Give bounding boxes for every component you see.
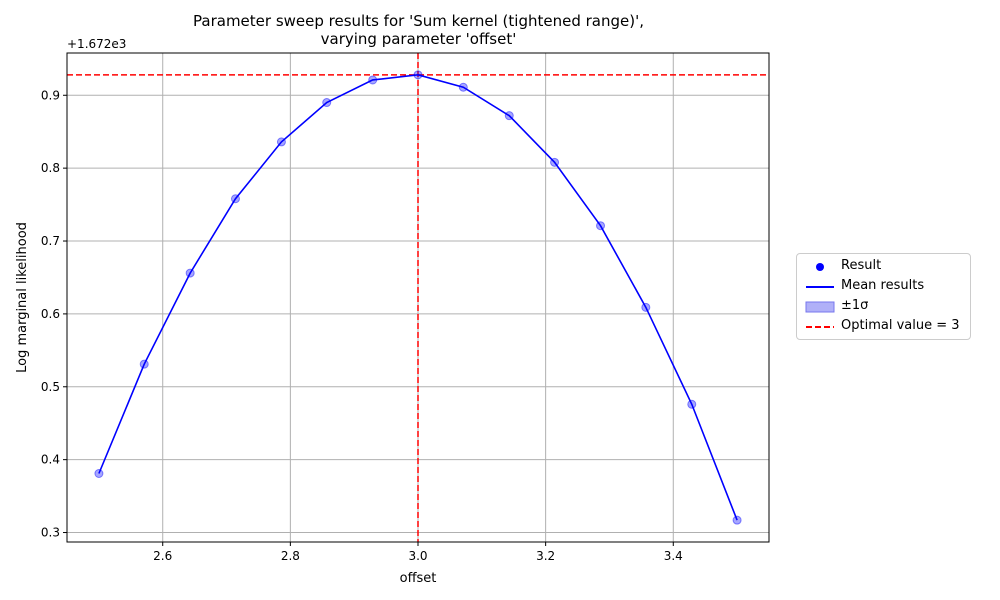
chart-title-line-1: Parameter sweep results for 'Sum kernel … (193, 12, 644, 30)
result-point (732, 515, 742, 525)
result-point (550, 157, 560, 167)
result-point (687, 399, 697, 409)
result-point (276, 137, 286, 147)
optimal-reference-lines (67, 53, 769, 542)
legend-marker-dot (816, 263, 824, 271)
x-tick-label: 3.4 (664, 549, 683, 563)
legend-item-result: Result (797, 257, 970, 277)
legend-marker-line (806, 286, 834, 288)
y-tick-label: 0.5 (41, 380, 60, 394)
x-tick-label: 3.0 (408, 549, 427, 563)
result-point (185, 268, 195, 278)
result-point (368, 75, 378, 85)
legend-label-band: ±1σ (841, 298, 869, 313)
result-point (230, 194, 240, 204)
legend-label-result: Result (841, 258, 882, 273)
series-layer (94, 70, 742, 525)
result-point (596, 221, 606, 231)
legend: Result Mean results ±1σ Optimal value = … (796, 253, 971, 340)
result-point (94, 468, 104, 478)
result-point (139, 359, 149, 369)
legend-item-optimal: Optimal value = 3 (797, 317, 970, 337)
y-axis-offset-label: +1.672e3 (67, 37, 126, 51)
y-axis-label: Log marginal likelihood (15, 222, 30, 373)
chart-title: Parameter sweep results for 'Sum kernel … (68, 12, 769, 48)
x-axis-label: offset (400, 571, 437, 586)
legend-marker-dashed (806, 326, 834, 328)
x-tick-label: 3.2 (536, 549, 555, 563)
legend-label-mean: Mean results (841, 278, 925, 293)
result-point (641, 302, 651, 312)
y-tick-label: 0.6 (41, 307, 60, 321)
y-tick-label: 0.9 (41, 88, 60, 102)
result-point (413, 70, 423, 80)
y-tick-label: 0.7 (41, 234, 60, 248)
x-tick-label: 2.8 (281, 549, 300, 563)
x-tick-label: 2.6 (153, 549, 172, 563)
mean-results-line (98, 74, 738, 521)
result-point (322, 98, 332, 108)
result-point (458, 82, 468, 92)
axis-ticks: 2.6 2.8 3.0 3.2 3.4 0.3 0.4 0.5 0.6 0.7 0.8 0.9 (41, 88, 683, 563)
result-point (504, 111, 514, 121)
grid-lines (67, 53, 769, 542)
y-tick-label: 0.8 (41, 161, 60, 175)
y-tick-label: 0.3 (41, 526, 60, 540)
legend-item-band: ±1σ (797, 297, 970, 317)
legend-label-optimal: Optimal value = 3 (841, 318, 960, 333)
y-tick-label: 0.4 (41, 453, 60, 467)
legend-marker-band (805, 301, 835, 313)
chart-title-line-2: varying parameter 'offset' (320, 30, 517, 48)
legend-item-mean: Mean results (797, 277, 970, 297)
